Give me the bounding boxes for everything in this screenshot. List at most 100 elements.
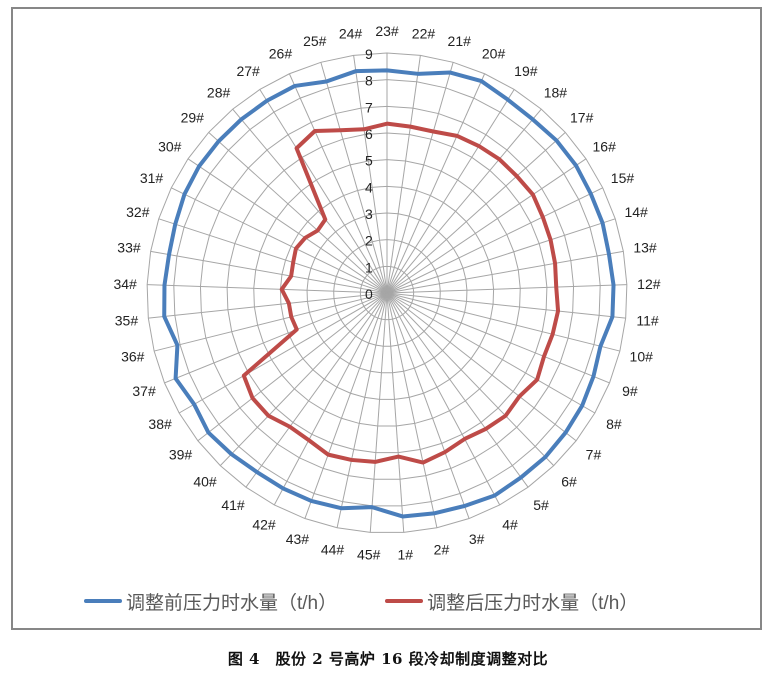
grid-spoke [386,292,620,352]
grid-spoke [147,284,388,294]
category-label: 36# [121,348,145,364]
legend-swatch-after [385,599,424,603]
grid-spoke [386,62,454,294]
grid-spoke [386,187,603,294]
category-label: 24# [339,26,363,42]
category-label: 25# [303,33,327,49]
series-before-line [162,68,616,519]
category-label: 31# [140,170,164,186]
category-label: 45# [357,546,381,562]
grid-spoke [386,292,438,528]
category-label: 39# [169,446,193,462]
legend-item-after: 调整后压力时水量（t/h） [385,588,638,615]
chart-legend: 调整前压力时水量（t/h） 调整后压力时水量（t/h） [84,586,724,616]
category-label: 5# [533,497,549,513]
grid-spoke [386,132,566,294]
category-label: 1# [397,546,413,562]
grid-spoke [353,55,388,294]
category-label: 11# [636,312,659,328]
category-label: 27# [236,63,260,79]
grid-spoke [386,73,486,294]
radial-axis-labels: 0 1 2 3 4 5 6 7 8 9 [365,46,373,302]
radial-tick-label: 8 [365,73,373,89]
category-label: 18# [544,84,568,100]
category-label: 2# [434,541,450,557]
legend-swatch-before [84,599,122,603]
category-label: 10# [630,348,654,364]
grid-spoke [386,292,405,533]
category-label: 19# [514,63,538,79]
category-label: 15# [611,170,635,186]
grid-ring [199,105,575,480]
category-label: 33# [117,240,141,256]
radial-tick-label: 6 [365,126,373,142]
category-label: 9# [622,383,638,399]
grid-spoke [273,292,388,506]
grid-ring [146,52,628,533]
grid-spoke [304,292,388,519]
grid-spoke [154,292,388,352]
grid-spoke [386,108,542,294]
grid-ring [173,79,601,507]
grid-spoke [158,218,388,294]
category-label: 30# [158,138,182,154]
category-label: 26# [269,46,293,62]
category-label: 7# [586,446,602,462]
series-after-line [241,121,561,465]
category-label: 16# [593,138,617,154]
grid-spoke [245,292,388,488]
legend-label-after: 调整后压力时水量（t/h） [427,592,639,614]
grid-spoke [219,292,388,466]
grid-spoke [386,292,529,488]
grid-ring [226,132,548,454]
grid-spoke [178,292,388,414]
category-label: 42# [252,516,276,532]
radial-tick-label: 4 [365,179,373,195]
grid-ring [333,239,441,347]
grid-spoke [369,292,388,533]
radial-tick-label: 1 [365,259,373,275]
category-label: 20# [482,46,506,62]
radial-tick-label: 2 [365,233,373,249]
category-label: 23# [375,23,399,39]
grid-spoke [164,292,388,384]
category-label: 12# [637,276,661,292]
grid-spoke [320,62,388,294]
grid-ring [306,212,468,374]
grid-spoke [386,292,501,506]
grid-spoke [288,73,388,294]
category-label: 32# [126,204,150,220]
radial-tick-label: 7 [365,99,373,115]
grid-spoke [232,108,388,294]
grid-spoke [386,284,627,294]
grid-ring [253,159,521,427]
grid-spoke [386,55,421,294]
category-label: 37# [132,383,156,399]
radar-grid [146,52,628,533]
category-label: 34# [113,276,137,292]
radial-tick-label: 0 [365,286,373,302]
grid-ring [279,185,495,400]
category-label: 43# [286,531,310,547]
radial-tick-label: 5 [365,153,373,169]
legend-item-before: 调整前压力时水量（t/h） [84,588,337,615]
category-label: 22# [412,26,436,42]
category-label: 29# [181,110,205,126]
category-label: 14# [624,204,648,220]
category-label: 8# [606,416,622,432]
grid-spoke [386,292,577,442]
category-label: 40# [193,473,217,489]
category-label: 4# [502,516,518,532]
category-labels: 1# 2# 3# 4# 5# 6# 7#8# 9# 10# 11# 12# 13# 14# 15# 16# 1… [113,23,660,562]
radial-tick-label: 3 [365,206,373,222]
grid-spoke [171,187,388,294]
category-label: 41# [221,497,245,513]
grid-spoke [386,89,515,294]
grid-spoke [336,292,388,528]
grid-spoke [386,292,470,519]
grid-spoke [148,292,388,319]
grid-spoke [386,250,624,294]
grid-spoke [386,292,596,414]
category-label: 6# [561,473,577,489]
grid-spoke [386,218,616,294]
